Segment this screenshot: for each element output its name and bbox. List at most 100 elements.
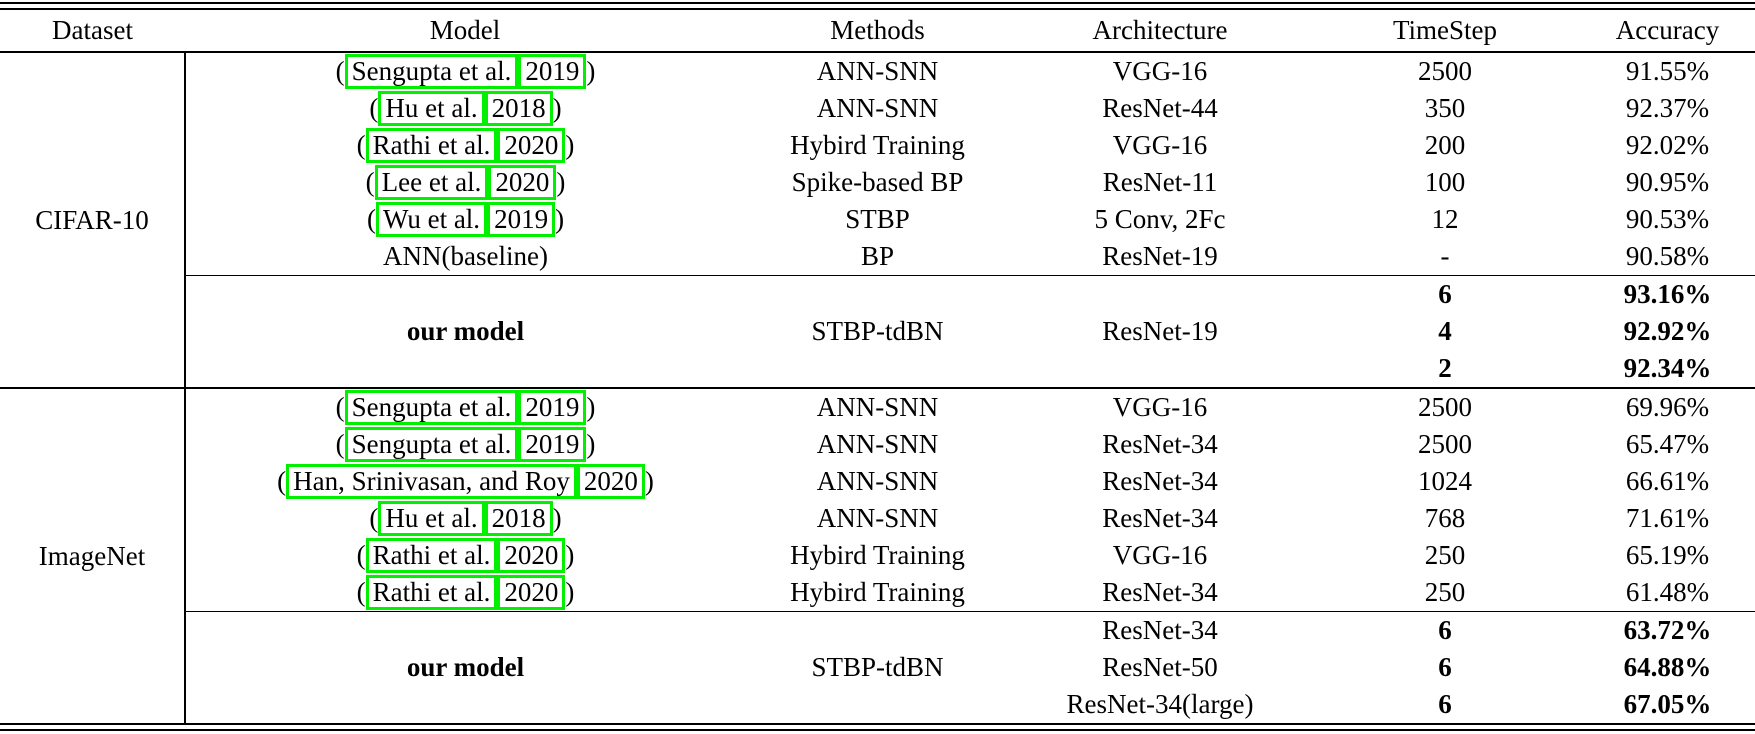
accuracy-cell: 65.19% (1625, 540, 1710, 570)
methods-cell: ANN-SNN (816, 503, 939, 533)
citation-year-link-box[interactable]: 2018 (484, 501, 553, 536)
timestep-cell: - (1310, 238, 1580, 276)
header-dataset: Dataset (0, 9, 185, 53)
accuracy-cell: 64.88% (1623, 652, 1712, 682)
table-row: CIFAR-10 (Sengupta et al. 2019) ANN-SNN V… (0, 52, 1755, 388)
citation-paren-open: ( (356, 540, 366, 570)
table-row: (Wu et al. 2019) STBP 5 Conv, 2Fc 12 90.5… (0, 201, 1755, 238)
citation-year-link-box[interactable]: 2020 (497, 575, 566, 610)
methods-cell: STBP (845, 204, 910, 234)
our-model-label: our model (406, 652, 525, 682)
citation-paren-open: ( (366, 204, 376, 234)
table-row: (Sengupta et al. 2019) ANN-SNN ResNet-34 … (0, 426, 1755, 463)
timestep-cell: 6 (1438, 689, 1452, 719)
accuracy-cell: 67.05% (1623, 689, 1712, 719)
model-citation-cell: (Lee et al. 2020) (185, 164, 745, 201)
citation-paren-close: ) (565, 130, 575, 160)
table-row-our-model: our model STBP-tdBN ResNet-19 6 93.16% (0, 276, 1755, 346)
architecture-cell: ResNet-34 (1102, 466, 1218, 496)
accuracy-cell: 63.72% (1623, 615, 1712, 645)
table-row-our-model: ResNet-50 6 64.88% (0, 649, 1755, 686)
citation-year-link-box[interactable]: 2020 (576, 464, 645, 499)
citation-paren-open: ( (369, 93, 379, 123)
citation-paren-open: ( (356, 577, 366, 607)
citation-year-link-box[interactable]: 2020 (497, 128, 566, 163)
accuracy-cell: 65.47% (1625, 429, 1710, 459)
accuracy-cell: 66.61% (1625, 466, 1710, 496)
accuracy-cell: 69.96% (1625, 392, 1710, 422)
citation-author-link-box[interactable]: Lee et al. (374, 165, 489, 200)
citation-year-link-box[interactable]: 2019 (518, 427, 587, 462)
architecture-cell: 5 Conv, 2Fc (1094, 204, 1226, 234)
timestep-cell: 2500 (1418, 56, 1472, 86)
accuracy-cell: 91.55% (1625, 56, 1710, 86)
citation-author-link-box[interactable]: Wu et al. (375, 202, 488, 237)
citation-year-link-box[interactable]: 2019 (487, 202, 556, 237)
table-row: (Han, Srinivasan, and Roy 2020) ANN-SNN R… (0, 463, 1755, 500)
citation-paren-open: ( (356, 130, 366, 160)
citation-author-link-box[interactable]: Hu et al. (378, 91, 485, 126)
citation-author-link-box[interactable]: Rathi et al. (365, 538, 498, 573)
citation-year-link-box[interactable]: 2019 (518, 390, 587, 425)
model-plain-cell: ANN(baseline) (185, 238, 745, 276)
table-row: ANN(baseline) BP ResNet-19 - 90.58% (0, 238, 1755, 276)
model-citation-cell: (Sengupta et al. 2019) (185, 388, 745, 426)
architecture-cell: ResNet-34 (1102, 429, 1218, 459)
citation-paren-close: ) (556, 167, 566, 197)
header-architecture: Architecture (1010, 9, 1310, 53)
methods-cell: ANN-SNN (816, 392, 939, 422)
citation-year-link-box[interactable]: 2020 (497, 538, 566, 573)
citation-author-link-box[interactable]: Hu et al. (378, 501, 485, 536)
citation-author-link-box[interactable]: Sengupta et al. (344, 390, 519, 425)
citation-author-link-box[interactable]: Rathi et al. (365, 575, 498, 610)
timestep-cell: 100 (1424, 167, 1466, 197)
methods-cell: ANN-SNN (816, 466, 939, 496)
citation-paren-close: ) (586, 429, 596, 459)
citation-year-link-box[interactable]: 2018 (484, 91, 553, 126)
citation-author-link-box[interactable]: Han, Srinivasan, and Roy (286, 464, 577, 499)
model-citation-cell: (Rathi et al. 2020) (185, 574, 745, 612)
table-row: (Rathi et al. 2020) Hybird Training VGG-1… (0, 127, 1755, 164)
citation-author-link-box[interactable]: Rathi et al. (365, 128, 498, 163)
architecture-cell: ResNet-34 (1102, 503, 1218, 533)
architecture-cell: ResNet-50 (1102, 652, 1218, 682)
accuracy-cell: 90.58% (1580, 238, 1755, 276)
methods-cell: BP (745, 238, 1010, 276)
our-model-label: our model (406, 316, 525, 346)
methods-cell: Spike-based BP (791, 167, 964, 197)
architecture-cell: ResNet-11 (1102, 167, 1218, 197)
citation-paren-open: ( (369, 503, 379, 533)
citation-paren-open: ( (277, 466, 287, 496)
model-citation-cell: (Hu et al. 2018) (185, 90, 745, 127)
model-citation-cell: (Han, Srinivasan, and Roy 2020) (185, 463, 745, 500)
citation-paren-open: ( (365, 167, 375, 197)
timestep-cell: 350 (1424, 93, 1466, 123)
accuracy-cell: 93.16% (1623, 279, 1712, 309)
citation-author-link-box[interactable]: Sengupta et al. (344, 54, 519, 89)
header-accuracy: Accuracy (1580, 9, 1755, 53)
table-row: (Hu et al. 2018) ANN-SNN ResNet-44 350 92… (0, 90, 1755, 127)
table-row-our-model: 4 92.92% (0, 313, 1755, 350)
citation-paren-close: ) (586, 392, 596, 422)
accuracy-cell: 90.53% (1625, 204, 1710, 234)
accuracy-cell: 92.92% (1623, 316, 1712, 346)
table-row-our-model: ResNet-34(large) 6 67.05% (0, 686, 1755, 724)
accuracy-cell: 92.02% (1625, 130, 1710, 160)
imagenet-section: ImageNet (Sengupta et al. 2019) ANN-SNN V… (0, 388, 1755, 724)
table-row: (Rathi et al. 2020) Hybird Training VGG-1… (0, 537, 1755, 574)
citation-year-link-box[interactable]: 2019 (518, 54, 587, 89)
citation-year-link-box[interactable]: 2020 (488, 165, 557, 200)
citation-paren-close: ) (552, 503, 562, 533)
model-citation-cell: (Hu et al. 2018) (185, 500, 745, 537)
architecture-cell: ResNet-34(large) (1066, 689, 1254, 719)
citation-paren-close: ) (552, 93, 562, 123)
architecture-cell: VGG-16 (1112, 130, 1208, 160)
architecture-cell: ResNet-19 (1102, 316, 1218, 346)
citation-author-link-box[interactable]: Sengupta et al. (344, 427, 519, 462)
accuracy-cell: 61.48% (1580, 574, 1755, 612)
model-citation-cell: (Sengupta et al. 2019) (185, 52, 745, 90)
timestep-cell: 6 (1438, 615, 1452, 645)
citation-paren-open: ( (335, 56, 345, 86)
table-row: (Lee et al. 2020) Spike-based BP ResNet-1… (0, 164, 1755, 201)
